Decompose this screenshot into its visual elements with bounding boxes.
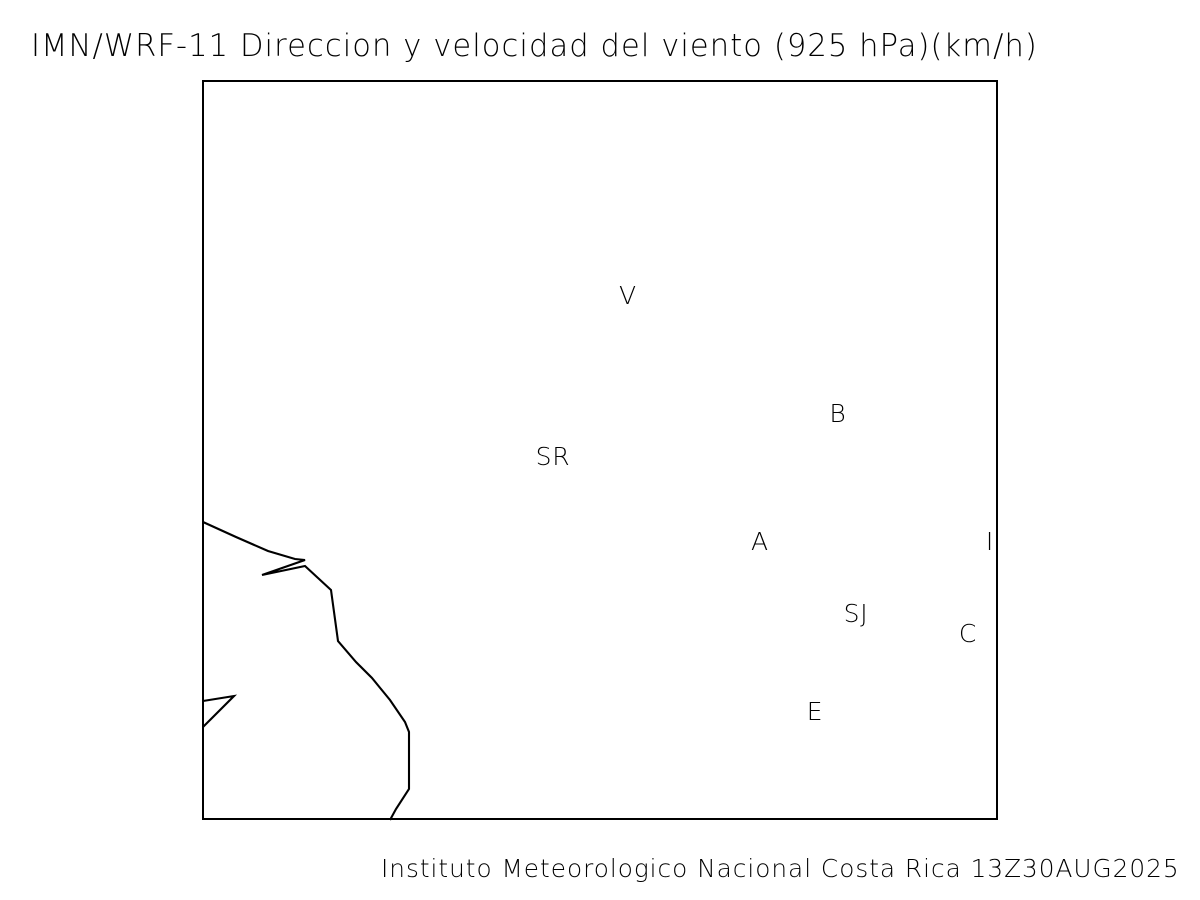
station-label-a: A	[751, 527, 769, 556]
station-label-c: C	[958, 619, 978, 648]
station-label-e: E	[806, 697, 824, 726]
station-label-b: B	[829, 399, 847, 428]
station-label-v: V	[619, 281, 637, 310]
page-title: IMN/WRF-11 Direccion y velocidad del vie…	[31, 28, 1038, 64]
station-label-sj: SJ	[843, 599, 869, 628]
map-plot-frame	[202, 80, 998, 820]
station-label-sr: SR	[535, 442, 571, 471]
footer-credit: Instituto Meteorologico Nacional Costa R…	[381, 854, 1180, 883]
station-label-i: I	[985, 527, 995, 556]
